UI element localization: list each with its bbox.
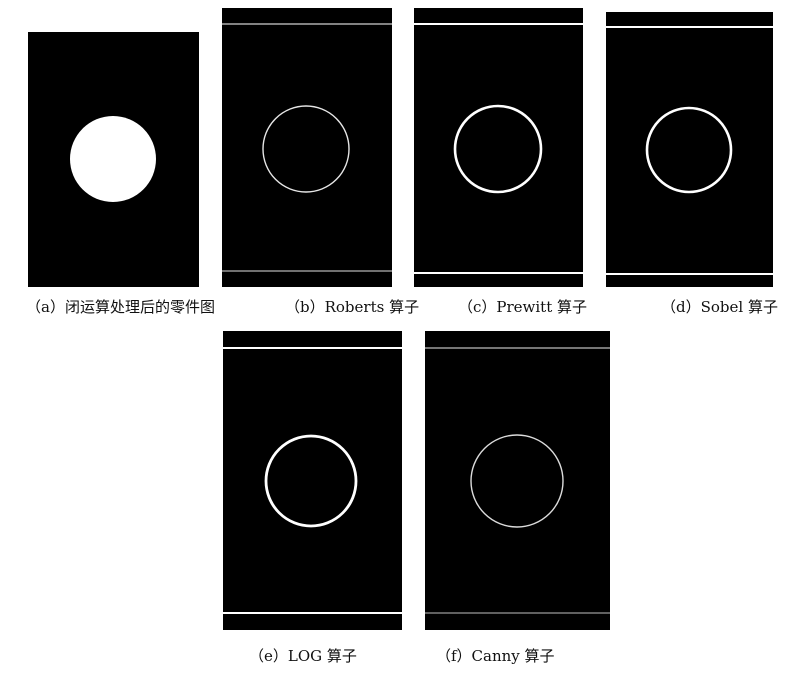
sobel-edge-image	[606, 26, 773, 275]
panel-b-roberts	[222, 8, 392, 287]
panel-d-sobel	[606, 12, 773, 287]
log-edge-image	[223, 347, 402, 614]
prewitt-edge-image	[414, 23, 583, 274]
caption-b: （b）Roberts 算子	[285, 298, 420, 316]
caption-d: （d）Sobel 算子	[661, 298, 778, 316]
caption-e: （e）LOG 算子	[249, 647, 357, 665]
caption-f: （f）Canny 算子	[436, 647, 555, 665]
panel-e-log	[223, 331, 402, 630]
roberts-edge-image	[222, 23, 392, 272]
panel-c-prewitt	[414, 8, 583, 287]
filled-disc-image	[70, 116, 156, 202]
panel-f-canny	[425, 331, 610, 630]
caption-a: （a）闭运算处理后的零件图	[26, 298, 215, 316]
caption-c: （c）Prewitt 算子	[458, 298, 588, 316]
panel-a-closed-part	[28, 32, 199, 287]
canny-edge-image	[425, 347, 610, 614]
